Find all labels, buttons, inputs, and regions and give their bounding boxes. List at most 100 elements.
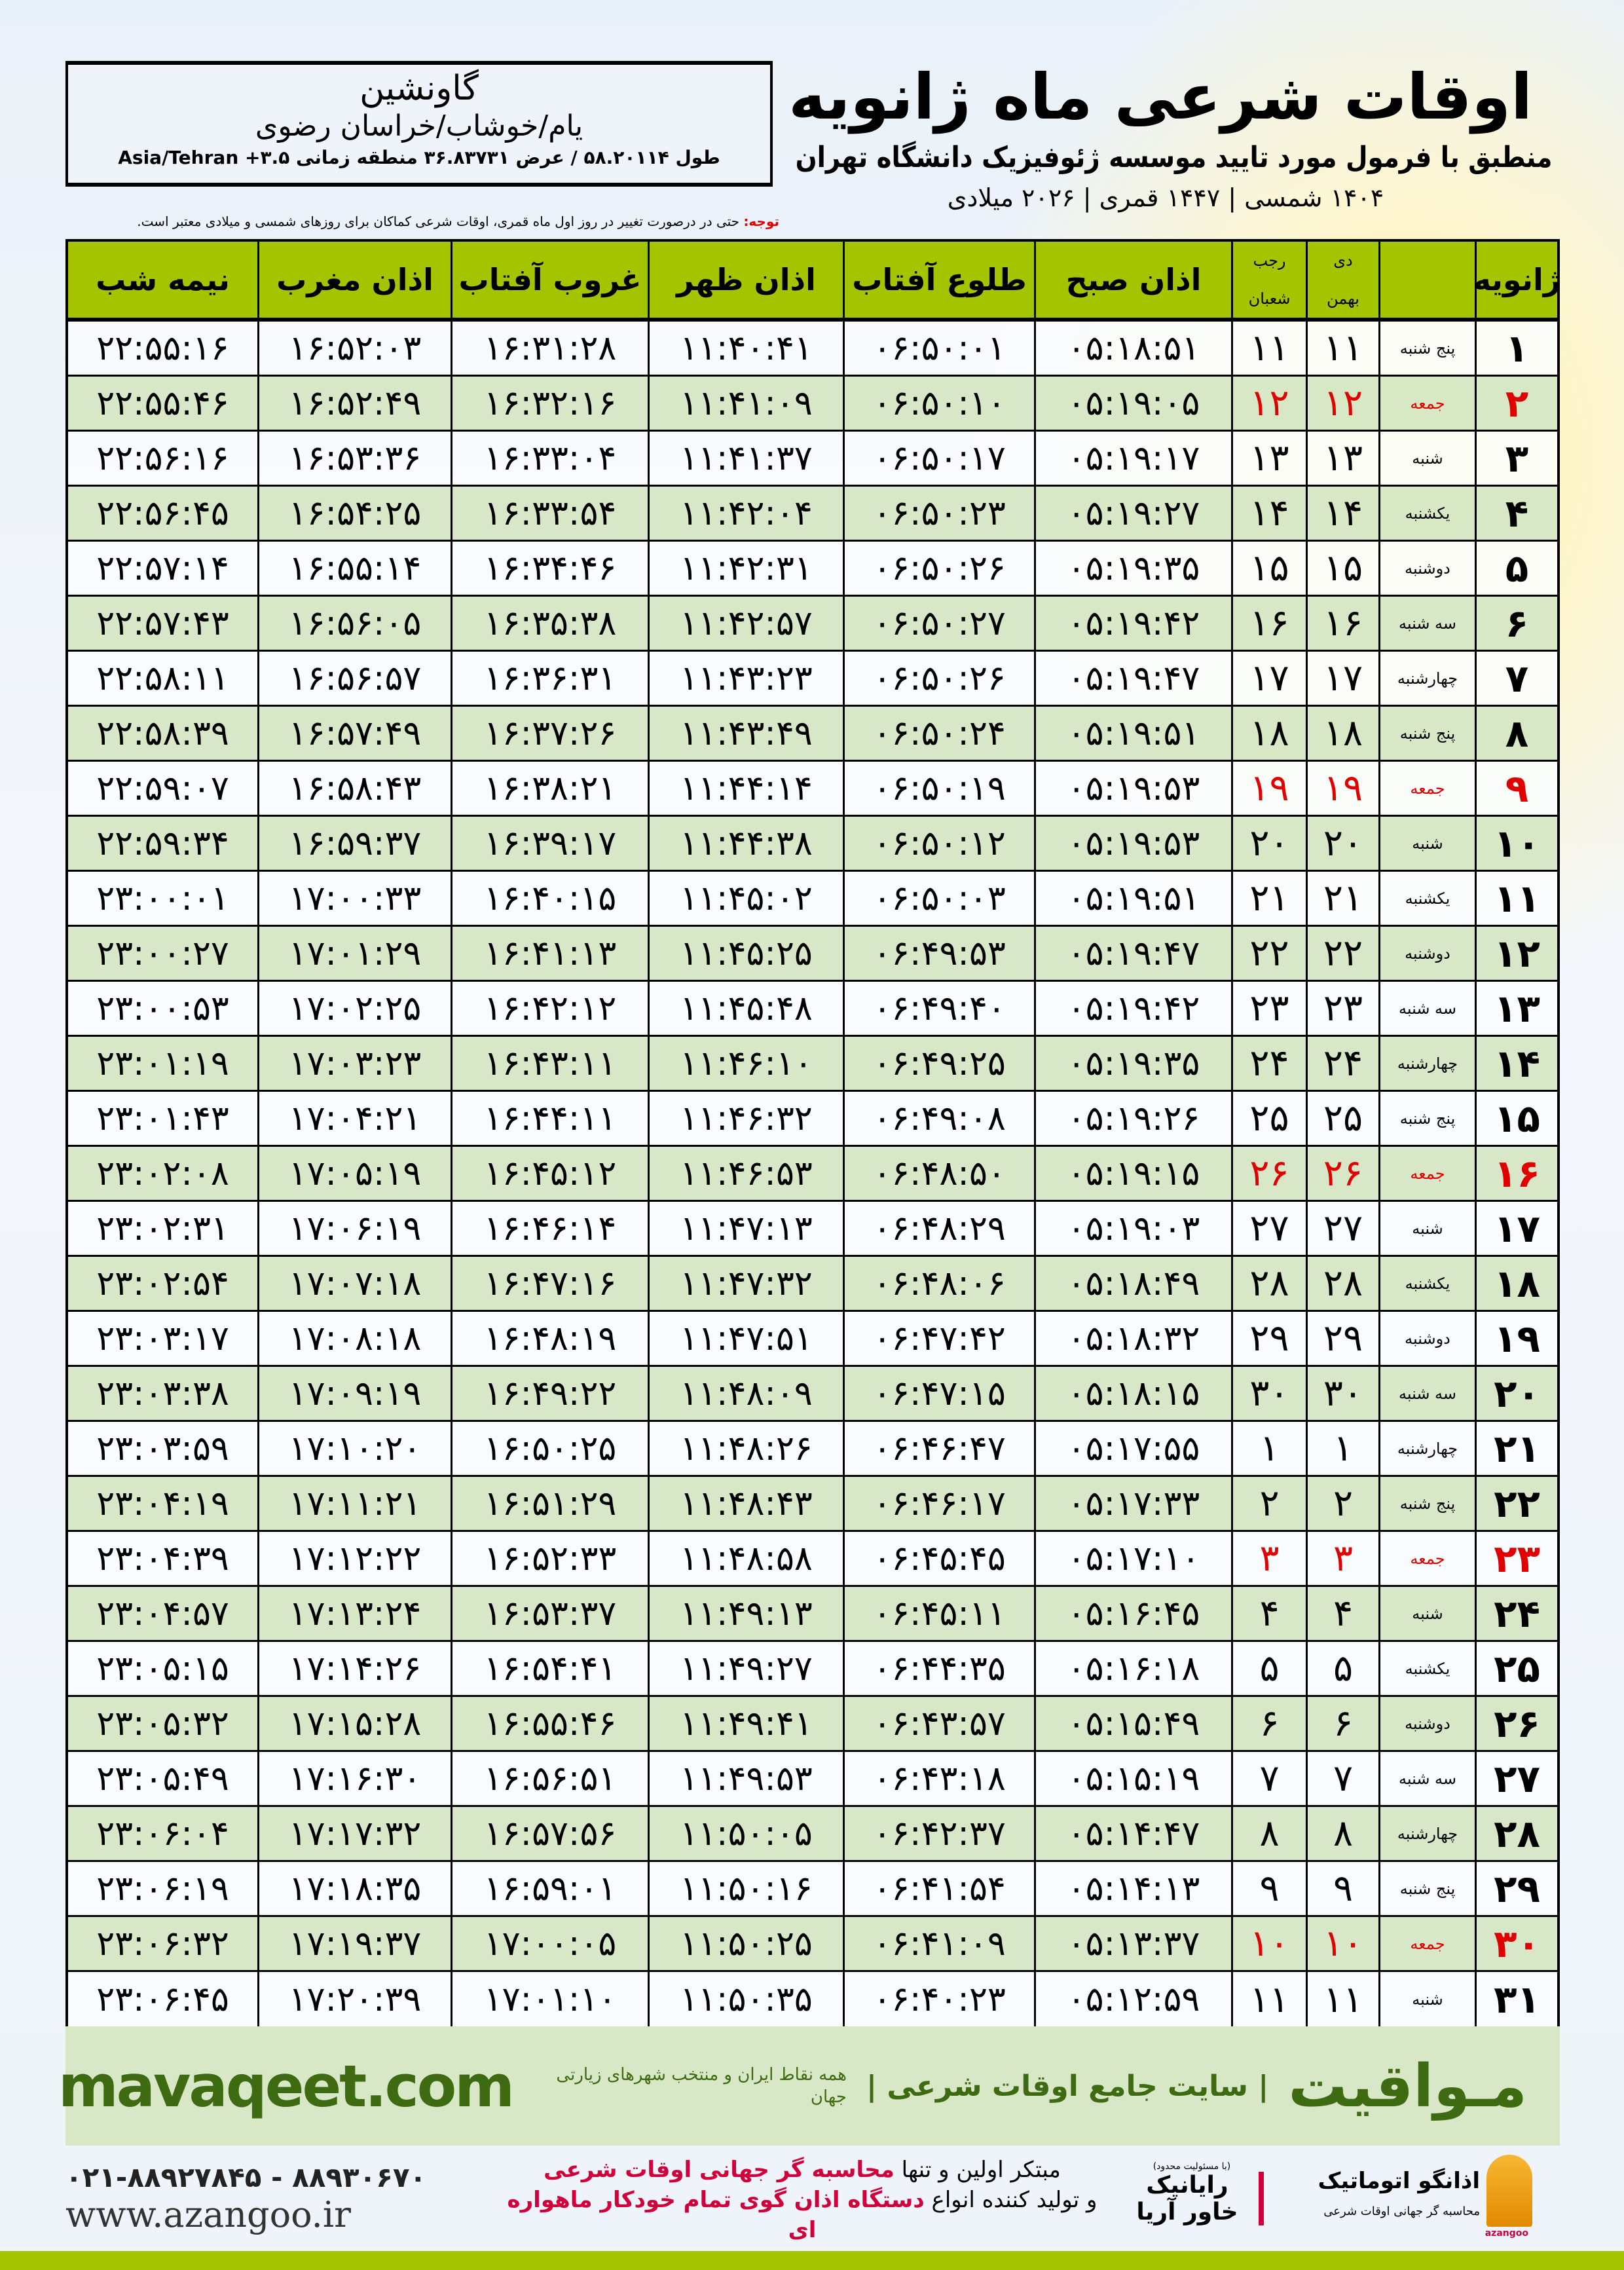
tolu-time: ۰۶:۵۰:۲۳: [843, 487, 1034, 540]
tolu-time: ۰۶:۵۰:۲۶: [843, 652, 1034, 705]
tolu-time: ۰۶:۴۸:۵۰: [843, 1147, 1034, 1200]
prayer-times-table: ژانویه دی بهمن رجب شعبان اذان صبح طلوع آفت…: [65, 239, 1560, 2030]
solar-day: ۲۷: [1306, 1202, 1378, 1255]
sobh-time: ۰۵:۱۹:۴۲: [1034, 982, 1231, 1035]
lunar-day: ۲: [1231, 1477, 1306, 1530]
sobh-time: ۰۵:۱۹:۲۷: [1034, 487, 1231, 540]
weekday: یکشنبه: [1378, 1642, 1475, 1695]
rayanik-logo: (با مسئولیت محدود) رایانیک خاور آریا: [1120, 2161, 1264, 2233]
table-row: ۲۸ چهارشنبه ۸ ۸ ۰۵:۱۴:۴۷ ۰۶:۴۲:۳۷ ۱۱:۵۰:۰۵ ۱۶:۵…: [68, 1807, 1557, 1862]
tolu-time: ۰۶:۴۹:۰۸: [843, 1092, 1034, 1145]
website-link[interactable]: www.azangoo.ir: [65, 2194, 351, 2235]
maghreb-time: ۱۷:۰۵:۱۹: [257, 1147, 451, 1200]
nime-shab-time: ۲۳:۰۶:۰۴: [96, 1814, 229, 1853]
sobh-time: ۰۵:۱۸:۳۲: [1034, 1312, 1231, 1365]
day-number: ۲۴: [1475, 1587, 1557, 1640]
slogan-1b: محاسبه گر جهانی اوقات شرعی: [544, 2157, 895, 2183]
page-subtitle: منطبق با فرمول مورد تایید موسسه ژئوفیزیک…: [795, 141, 1552, 174]
table-row: ۶ سه شنبه ۱۶ ۱۶ ۰۵:۱۹:۴۲ ۰۶:۵۰:۲۷ ۱۱:۴۲:۵۷ ۱۶:۳…: [68, 597, 1557, 652]
tolu-time: ۰۶:۴۵:۴۵: [843, 1532, 1034, 1585]
weekday: جمعه: [1378, 762, 1475, 815]
ghorub-time: ۱۶:۴۳:۱۱: [451, 1037, 648, 1090]
zohr-time: ۱۱:۴۹:۴۱: [648, 1697, 843, 1750]
zohr-time: ۱۱:۴۶:۵۳: [648, 1147, 843, 1200]
nime-shab-time: ۲۳:۰۶:۳۲: [96, 1924, 229, 1963]
site-url[interactable]: mavaqeet.com: [58, 2052, 515, 2120]
weekday: یکشنبه: [1378, 487, 1475, 540]
lunar-day: ۱۲: [1231, 377, 1306, 430]
nime-shab-time: ۲۳:۰۴:۳۹: [96, 1538, 229, 1578]
zohr-time: ۱۱:۴۶:۱۰: [648, 1037, 843, 1090]
zohr-time: ۱۱:۴۸:۰۹: [648, 1367, 843, 1420]
weekday: سه شنبه: [1378, 1752, 1475, 1805]
header-sobh: اذان صبح: [1034, 242, 1231, 318]
solar-day: ۲۵: [1306, 1092, 1378, 1145]
maghreb-time: ۱۷:۲۰:۳۹: [257, 1972, 451, 2027]
azangoo-en: azangoo: [1485, 2228, 1528, 2239]
weekday: پنج شنبه: [1378, 322, 1475, 375]
nime-shab-time: ۲۳:۰۲:۳۱: [96, 1208, 229, 1248]
header-weekday: [1378, 242, 1475, 318]
zohr-time: ۱۱:۴۵:۲۵: [648, 927, 843, 980]
zohr-time: ۱۱:۴۴:۳۸: [648, 817, 843, 870]
ghorub-time: ۱۶:۴۶:۱۴: [451, 1202, 648, 1255]
day-number: ۲۲: [1475, 1477, 1557, 1530]
maghreb-time: ۱۷:۰۴:۲۱: [257, 1092, 451, 1145]
location-box: گاونشین یام/خوشاب/خراسان رضوی طول ۵۸.۲۰۱…: [65, 61, 773, 187]
weekday: پنج شنبه: [1378, 1092, 1475, 1145]
maghreb-time: ۱۷:۱۶:۳۰: [257, 1752, 451, 1805]
tolu-time: ۰۶:۴۹:۴۰: [843, 982, 1034, 1035]
nime-shab-time: ۲۲:۵۸:۱۱: [96, 658, 229, 698]
ghorub-time: ۱۶:۳۷:۲۶: [451, 707, 648, 760]
maghreb-time: ۱۷:۰۳:۲۳: [257, 1037, 451, 1090]
lunar-day: ۲۸: [1231, 1257, 1306, 1310]
lunar-day: ۶: [1231, 1697, 1306, 1750]
day-number: ۱۴: [1475, 1037, 1557, 1090]
ghorub-time: ۱۶:۳۱:۲۸: [451, 322, 648, 375]
weekday: شنبه: [1378, 432, 1475, 485]
solar-day: ۵: [1306, 1642, 1378, 1695]
ghorub-time: ۱۶:۵۴:۴۱: [451, 1642, 648, 1695]
header-ghorub: غروب آفتاب: [451, 242, 648, 318]
slogan: مبتکر اولین و تنها محاسبه گر جهانی اوقات…: [504, 2155, 1100, 2245]
nime-shab-time: ۲۲:۵۸:۳۹: [96, 713, 229, 753]
tolu-time: ۰۶:۴۲:۳۷: [843, 1807, 1034, 1860]
zohr-time: ۱۱:۵۰:۲۵: [648, 1917, 843, 1970]
lunar-day: ۱۱: [1231, 1972, 1306, 2027]
city-name: گاونشین: [360, 69, 479, 108]
ghorub-time: ۱۶:۵۵:۴۶: [451, 1697, 648, 1750]
day-number: ۵: [1475, 542, 1557, 595]
ghorub-time: ۱۶:۴۲:۱۲: [451, 982, 648, 1035]
zohr-time: ۱۱:۴۸:۲۶: [648, 1422, 843, 1475]
maghreb-time: ۱۶:۵۸:۴۳: [257, 762, 451, 815]
ghorub-time: ۱۶:۴۰:۱۵: [451, 872, 648, 925]
table-row: ۱۷ شنبه ۲۷ ۲۷ ۰۵:۱۹:۰۳ ۰۶:۴۸:۲۹ ۱۱:۴۷:۱۳ ۱۶:۴۶:…: [68, 1202, 1557, 1257]
solar-day: ۲۶: [1306, 1147, 1378, 1200]
region-name: یام/خوشاب/خراسان رضوی: [255, 109, 583, 143]
tolu-time: ۰۶:۴۷:۴۲: [843, 1312, 1034, 1365]
table-row: ۸ پنج شنبه ۱۸ ۱۸ ۰۵:۱۹:۵۱ ۰۶:۵۰:۲۴ ۱۱:۴۳:۴۹ ۱۶:…: [68, 707, 1557, 762]
day-number: ۱۳: [1475, 982, 1557, 1035]
maghreb-time: ۱۶:۵۹:۳۷: [257, 817, 451, 870]
lunar-day: ۱۶: [1231, 597, 1306, 650]
zohr-time: ۱۱:۴۹:۱۳: [648, 1587, 843, 1640]
tolu-time: ۰۶:۵۰:۱۷: [843, 432, 1034, 485]
solar-day: ۲۰: [1306, 817, 1378, 870]
nime-shab-time: ۲۳:۰۰:۲۷: [96, 933, 229, 973]
note: توجه: حتی در درصورت تغییر در روز اول ماه…: [65, 214, 779, 229]
solar-day: ۸: [1306, 1807, 1378, 1860]
maghreb-time: ۱۷:۰۰:۳۳: [257, 872, 451, 925]
table-body: ۱ پنج شنبه ۱۱ ۱۱ ۰۵:۱۸:۵۱ ۰۶:۵۰:۰۱ ۱۱:۴۰:۴۱ ۱۶:…: [68, 322, 1557, 2027]
tolu-time: ۰۶:۵۰:۲۴: [843, 707, 1034, 760]
solar-month-1: دی: [1333, 251, 1353, 270]
maghreb-time: ۱۷:۰۸:۱۸: [257, 1312, 451, 1365]
rayanik-small: (با مسئولیت محدود): [1153, 2161, 1231, 2172]
weekday: جمعه: [1378, 377, 1475, 430]
table-row: ۲ جمعه ۱۲ ۱۲ ۰۵:۱۹:۰۵ ۰۶:۵۰:۱۰ ۱۱:۴۱:۰۹ ۱۶:۳۲:۱…: [68, 377, 1557, 432]
nime-shab-time: ۲۳:۰۳:۳۸: [96, 1373, 229, 1413]
lunar-day: ۳: [1231, 1532, 1306, 1585]
lunar-month-2: شعبان: [1248, 289, 1291, 308]
weekday: پنج شنبه: [1378, 707, 1475, 760]
maghreb-time: ۱۷:۰۹:۱۹: [257, 1367, 451, 1420]
lunar-day: ۴: [1231, 1587, 1306, 1640]
